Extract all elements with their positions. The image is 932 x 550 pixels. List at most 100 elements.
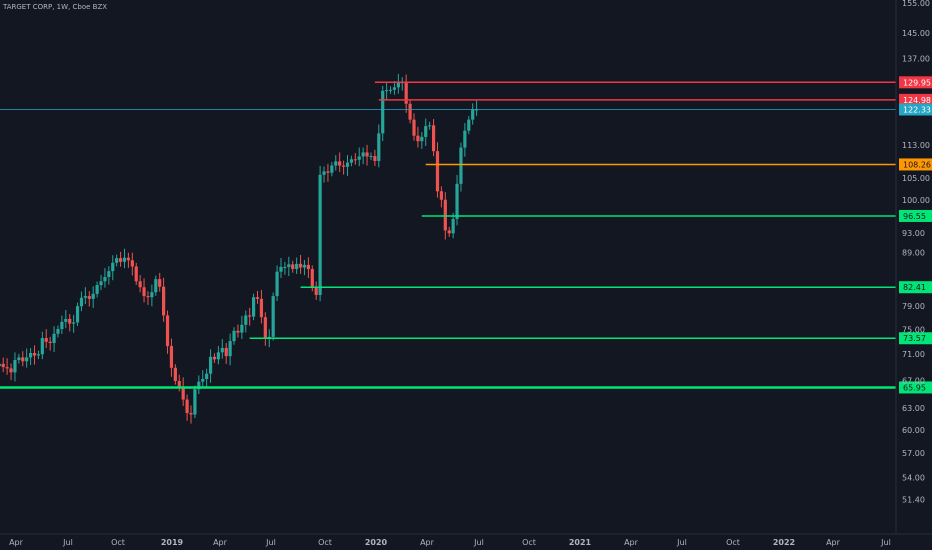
candle bbox=[48, 336, 52, 351]
candle bbox=[1, 357, 5, 373]
level-price-label: 122.33 bbox=[903, 105, 931, 114]
candle bbox=[25, 348, 29, 368]
price-tick-label: 155.00 bbox=[902, 0, 930, 8]
candle bbox=[373, 149, 377, 166]
candle bbox=[467, 116, 471, 135]
candle bbox=[326, 163, 330, 182]
level-price-tag bbox=[899, 93, 932, 106]
candle bbox=[208, 349, 213, 383]
level-price-label: 129.95 bbox=[903, 78, 931, 87]
price-tick-label: 57.00 bbox=[902, 449, 925, 458]
candle bbox=[44, 329, 48, 349]
candle bbox=[298, 254, 303, 274]
candle bbox=[91, 286, 95, 308]
time-tick-label: Oct bbox=[318, 538, 332, 547]
candle bbox=[232, 327, 236, 345]
candle bbox=[255, 290, 260, 304]
candle bbox=[224, 343, 228, 364]
time-tick-label: Apr bbox=[624, 538, 639, 547]
candle bbox=[283, 262, 287, 275]
time-tick-label: Jul bbox=[265, 538, 276, 547]
candle bbox=[56, 325, 60, 338]
candle bbox=[28, 348, 33, 366]
price-tick-label: 51.40 bbox=[902, 496, 925, 505]
candle bbox=[291, 260, 295, 273]
candle bbox=[271, 292, 275, 341]
candle bbox=[173, 364, 177, 385]
candle bbox=[154, 275, 158, 296]
candle bbox=[377, 124, 381, 168]
candle bbox=[385, 82, 389, 100]
candle bbox=[236, 324, 240, 338]
time-tick-label: Oct bbox=[726, 538, 740, 547]
candle bbox=[435, 142, 440, 198]
candle bbox=[447, 226, 451, 237]
candle bbox=[150, 284, 154, 307]
candle bbox=[240, 315, 244, 339]
candle bbox=[314, 281, 318, 300]
level-price-label: 73.57 bbox=[903, 334, 926, 343]
candle bbox=[75, 302, 80, 327]
candle bbox=[165, 310, 170, 354]
candle bbox=[424, 118, 428, 146]
candle bbox=[228, 333, 232, 366]
candle bbox=[475, 100, 479, 116]
candle bbox=[60, 315, 64, 334]
candle bbox=[134, 262, 138, 285]
price-tick-label: 63.00 bbox=[902, 404, 925, 413]
candle bbox=[103, 268, 107, 288]
price-tick-label: 93.00 bbox=[902, 229, 925, 238]
candle bbox=[189, 405, 193, 424]
candle bbox=[244, 310, 248, 333]
time-tick-label: Oct bbox=[111, 538, 125, 547]
candle bbox=[353, 153, 357, 165]
candle bbox=[169, 338, 174, 377]
candle bbox=[32, 345, 37, 365]
time-tick-label: Jul bbox=[62, 538, 73, 547]
candle bbox=[306, 257, 310, 279]
level-price-tag bbox=[899, 209, 932, 222]
candle bbox=[431, 119, 436, 157]
candle bbox=[177, 374, 181, 392]
candle bbox=[259, 289, 264, 324]
price-tick-label: 79.00 bbox=[902, 302, 925, 311]
chart-title: TARGET CORP, 1W, Cboe BZX bbox=[3, 3, 108, 11]
candle bbox=[142, 278, 146, 303]
price-tick-label: 54.00 bbox=[902, 473, 925, 482]
time-axis: Apr Jul Oct 2019 Apr Jul Oct 2020 Apr Jul Oct 2021 A… bbox=[9, 538, 891, 547]
candle bbox=[381, 85, 385, 142]
candles-layer bbox=[0, 73, 479, 424]
candle bbox=[0, 363, 1, 367]
candle bbox=[408, 100, 412, 124]
price-tick-label: 67.00 bbox=[902, 376, 925, 385]
candle bbox=[111, 255, 115, 281]
candle bbox=[17, 353, 21, 364]
candle bbox=[455, 174, 459, 226]
candle bbox=[279, 258, 283, 279]
candle bbox=[130, 252, 134, 276]
level-price-tag bbox=[899, 158, 932, 171]
candle bbox=[263, 312, 267, 346]
candle bbox=[21, 351, 25, 367]
time-tick-label: Apr bbox=[213, 538, 228, 547]
candle bbox=[396, 73, 400, 94]
candle bbox=[118, 251, 123, 267]
candle bbox=[9, 363, 13, 381]
time-tick-label: 2021 bbox=[569, 538, 592, 547]
price-tick-label: 105.00 bbox=[902, 174, 930, 183]
candle bbox=[322, 166, 326, 183]
candle bbox=[248, 307, 252, 326]
candle bbox=[416, 126, 420, 148]
candle bbox=[64, 310, 68, 329]
candle bbox=[36, 350, 41, 360]
candle bbox=[193, 385, 197, 419]
time-tick-label: Oct bbox=[522, 538, 536, 547]
candle bbox=[388, 86, 393, 94]
candle bbox=[5, 358, 9, 375]
candle bbox=[185, 394, 189, 421]
candle bbox=[83, 287, 87, 305]
price-tick-label: 89.00 bbox=[902, 249, 925, 258]
candle bbox=[357, 147, 361, 167]
